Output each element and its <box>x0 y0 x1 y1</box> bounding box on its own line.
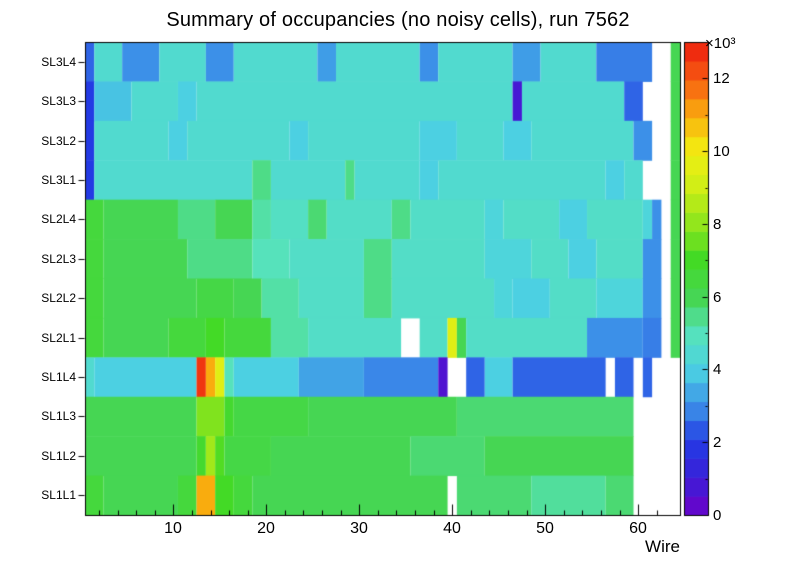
y-axis-label-sl1l2: SL1L2 <box>41 449 76 463</box>
x-tick-label-20: 20 <box>257 520 275 537</box>
x-tick-label-40: 40 <box>443 520 461 537</box>
x-axis-title: Wire <box>645 537 680 556</box>
colorbar-tick-label-0: 0 <box>713 507 722 524</box>
chart-title: Summary of occupancies (no noisy cells),… <box>166 9 630 31</box>
y-axis-label-sl2l1: SL2L1 <box>41 331 76 345</box>
x-tick-label-30: 30 <box>350 520 368 537</box>
colorbar-exponent-label: ×10³ <box>705 35 736 52</box>
y-axis-label-sl1l4: SL1L4 <box>41 370 76 384</box>
colorbar-tick-label-8: 8 <box>713 216 722 233</box>
x-tick-label-10: 10 <box>164 520 182 537</box>
y-axis-label-sl3l1: SL3L1 <box>41 173 76 187</box>
y-axis-label-sl3l2: SL3L2 <box>41 134 76 148</box>
y-axis-label-sl2l4: SL2L4 <box>41 212 76 226</box>
y-axis-label-sl1l1: SL1L1 <box>41 488 76 502</box>
colorbar-tick-label-10: 10 <box>713 143 730 160</box>
y-axis-label-sl3l3: SL3L3 <box>41 94 76 108</box>
y-axis-label-sl1l3: SL1L3 <box>41 409 76 423</box>
colorbar-tick-label-12: 12 <box>713 70 730 87</box>
colorbar-tick-label-2: 2 <box>713 434 722 451</box>
y-axis-label-sl3l4: SL3L4 <box>41 55 76 69</box>
x-tick-label-60: 60 <box>629 520 647 537</box>
y-axis-label-sl2l3: SL2L3 <box>41 252 76 266</box>
colorbar-tick-label-4: 4 <box>713 361 722 378</box>
y-axis-label-sl2l2: SL2L2 <box>41 291 76 305</box>
colorbar-tick-label-6: 6 <box>713 289 722 306</box>
x-tick-label-50: 50 <box>536 520 554 537</box>
